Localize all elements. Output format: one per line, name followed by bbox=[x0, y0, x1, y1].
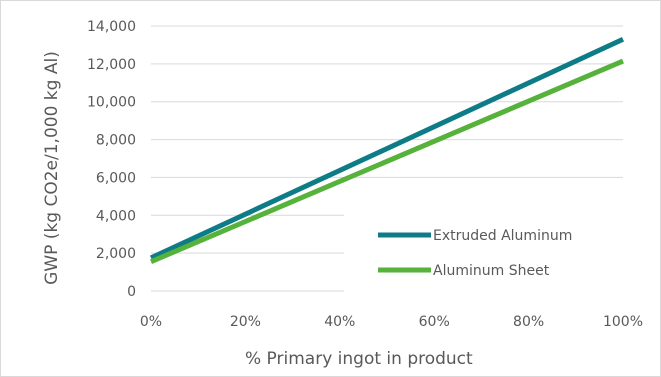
series-lines bbox=[149, 36, 625, 264]
legend: Extruded Aluminum Aluminum Sheet bbox=[344, 214, 636, 292]
y-tick-label-2: 4,000 bbox=[96, 208, 136, 224]
y-tick-label-7: 14,000 bbox=[87, 19, 136, 35]
series-line-extruded-aluminum bbox=[149, 36, 625, 261]
x-axis-title: % Primary ingot in product bbox=[245, 349, 473, 369]
x-tick-label-2: 40% bbox=[324, 314, 355, 330]
legend-label-aluminum-sheet: Aluminum Sheet bbox=[433, 263, 550, 279]
x-tick-label-5: 100% bbox=[603, 314, 643, 330]
x-tick-label-1: 20% bbox=[230, 314, 261, 330]
x-tick-label-0: 0% bbox=[140, 314, 162, 330]
x-axis-ticks: 0% 20% 40% 60% 80% 100% bbox=[140, 314, 643, 330]
y-tick-label-6: 12,000 bbox=[87, 57, 136, 73]
series-line-aluminum-sheet bbox=[150, 58, 624, 264]
y-tick-label-5: 10,000 bbox=[87, 95, 136, 111]
legend-label-extruded-aluminum: Extruded Aluminum bbox=[433, 228, 572, 244]
y-axis-ticks: 0 2,000 4,000 6,000 8,000 10,000 12,000 14,000 bbox=[87, 19, 136, 300]
y-tick-label-4: 8,000 bbox=[96, 133, 136, 149]
y-tick-label-3: 6,000 bbox=[96, 170, 136, 186]
y-tick-label-1: 2,000 bbox=[96, 246, 136, 262]
x-tick-label-3: 60% bbox=[419, 314, 450, 330]
legend-background bbox=[344, 214, 636, 292]
y-tick-label-0: 0 bbox=[127, 284, 136, 300]
x-tick-label-4: 80% bbox=[513, 314, 544, 330]
y-axis-title: GWP (kg CO2e/1,000 kg Al) bbox=[42, 51, 62, 285]
